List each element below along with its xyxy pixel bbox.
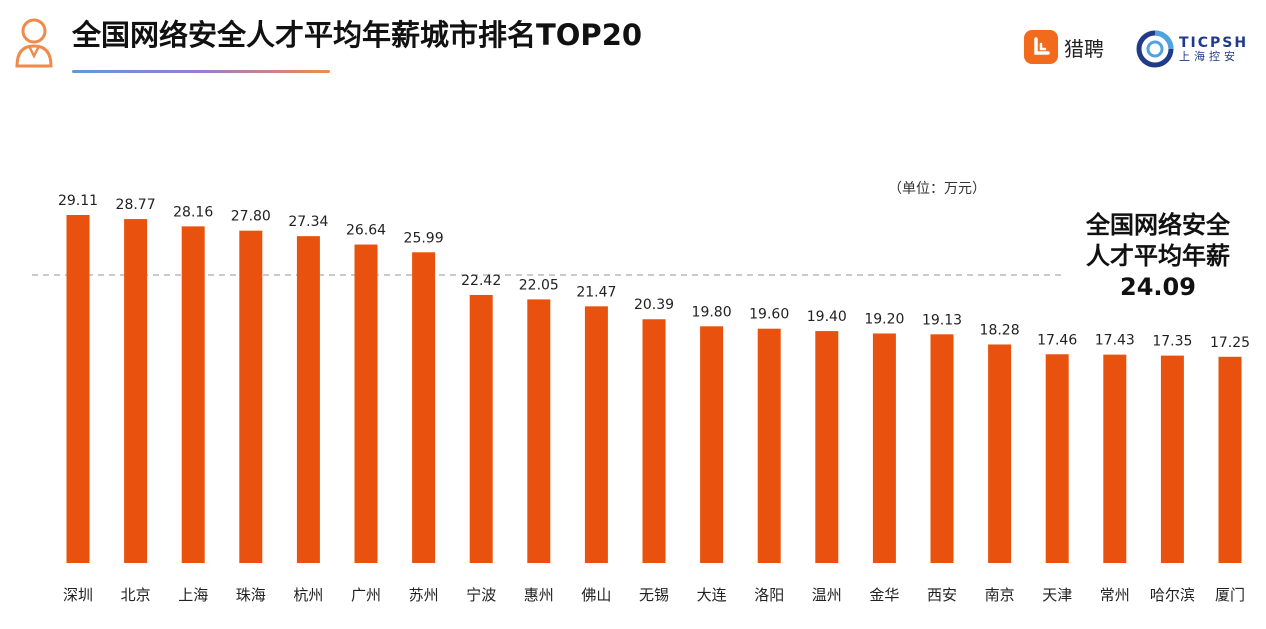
average-label-line1: 全国网络安全 xyxy=(1086,211,1230,239)
bar xyxy=(1103,354,1127,563)
bar xyxy=(930,334,954,563)
category-label: 惠州 xyxy=(524,586,554,604)
category-label: 天津 xyxy=(1042,586,1072,604)
value-label: 25.99 xyxy=(404,230,444,246)
category-label: 宁波 xyxy=(466,586,496,604)
bar xyxy=(469,294,493,563)
ticpsh-logo-icon xyxy=(1136,30,1174,68)
bar xyxy=(124,219,148,563)
value-label: 19.80 xyxy=(692,304,732,320)
bar xyxy=(700,326,724,563)
value-label: 19.60 xyxy=(749,307,789,323)
average-label-line2: 人才平均年薪 xyxy=(1086,242,1230,270)
category-label: 广州 xyxy=(351,586,381,604)
unit-note: （单位：万元） xyxy=(888,181,986,197)
bar xyxy=(815,331,839,563)
bar xyxy=(527,299,551,563)
bar xyxy=(988,344,1012,563)
liepin-logo: 猎聘 xyxy=(1024,30,1104,64)
bar xyxy=(181,226,205,563)
bar xyxy=(1160,355,1184,563)
category-label: 常州 xyxy=(1100,586,1130,604)
ticpsh-logo: TICPSH 上海控安 xyxy=(1136,30,1248,68)
value-label: 17.25 xyxy=(1210,335,1250,351)
category-label: 杭州 xyxy=(293,586,323,604)
value-label: 22.05 xyxy=(519,277,559,293)
category-label: 厦门 xyxy=(1215,586,1245,604)
bar xyxy=(872,333,896,563)
value-label: 29.11 xyxy=(58,193,98,209)
liepin-logo-icon xyxy=(1024,30,1058,64)
value-label: 28.77 xyxy=(116,197,156,213)
value-label: 27.34 xyxy=(288,214,328,230)
bar xyxy=(642,319,666,563)
liepin-logo-text: 猎聘 xyxy=(1064,36,1104,61)
category-label: 哈尔滨 xyxy=(1150,586,1195,604)
title-underline xyxy=(72,70,330,73)
bar xyxy=(757,328,781,563)
bar xyxy=(412,252,436,563)
average-value: 24.09 xyxy=(1120,273,1196,301)
bar xyxy=(66,215,90,563)
value-label: 22.42 xyxy=(461,273,501,289)
ticpsh-logo-text-zh: 上海控安 xyxy=(1179,49,1239,63)
value-label: 27.80 xyxy=(231,209,271,225)
page-title: 全国网络安全人才平均年薪城市排名TOP20 xyxy=(72,18,643,52)
value-label: 17.43 xyxy=(1095,333,1135,349)
bar xyxy=(584,306,608,563)
bar xyxy=(1218,356,1242,563)
category-label: 佛山 xyxy=(581,586,611,604)
category-label: 温州 xyxy=(812,586,842,604)
category-label: 珠海 xyxy=(236,586,266,604)
category-label: 北京 xyxy=(121,586,151,604)
bar xyxy=(354,244,378,563)
category-label: 西安 xyxy=(927,586,957,604)
ticpsh-logo-text-en: TICPSH xyxy=(1179,34,1249,51)
category-label: 洛阳 xyxy=(754,586,784,604)
category-label: 苏州 xyxy=(409,586,439,604)
value-label: 20.39 xyxy=(634,297,674,313)
value-label: 19.20 xyxy=(864,311,904,327)
bar xyxy=(239,230,263,564)
category-label: 深圳 xyxy=(63,586,93,604)
value-label: 19.40 xyxy=(807,309,847,325)
average-label: 全国网络安全 人才平均年薪 24.09 xyxy=(1060,210,1256,303)
category-label: 上海 xyxy=(178,586,208,604)
value-label: 18.28 xyxy=(980,322,1020,338)
value-label: 17.35 xyxy=(1152,334,1192,350)
value-label: 28.16 xyxy=(173,204,213,220)
person-icon xyxy=(12,14,56,68)
value-label: 26.64 xyxy=(346,223,386,239)
category-label: 南京 xyxy=(985,586,1015,604)
category-label: 无锡 xyxy=(639,586,669,604)
category-label: 金华 xyxy=(869,586,899,604)
bar xyxy=(1045,354,1069,563)
bar xyxy=(296,236,320,564)
category-label: 大连 xyxy=(697,586,727,604)
value-label: 19.13 xyxy=(922,312,962,328)
bar-group: 29.11 深圳 28.77 北京 28.16 上海 27.80 珠海 27.34 杭州 26.64… xyxy=(58,193,1250,604)
value-label: 17.46 xyxy=(1037,332,1077,348)
value-label: 21.47 xyxy=(576,284,616,300)
